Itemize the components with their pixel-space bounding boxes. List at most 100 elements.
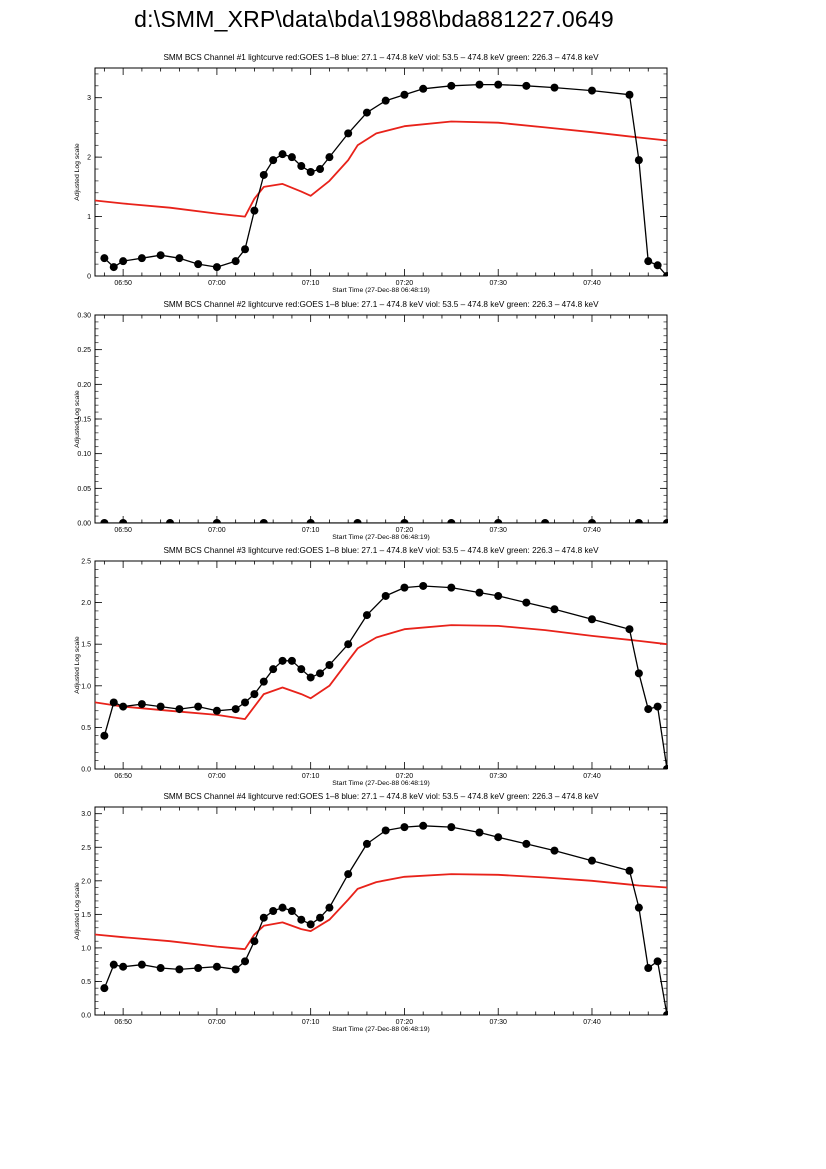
bcs-data-point xyxy=(325,903,334,912)
bcs-data-point xyxy=(231,705,240,714)
bcs-series-line xyxy=(103,83,668,276)
bcs-data-point xyxy=(306,168,315,176)
y-tick-label: 1 xyxy=(87,214,91,221)
channel-4-lightcurve-chart: SMM BCS Channel #4 lightcurve red:GOES 1… xyxy=(74,792,668,1033)
x-tick-label: 06:50 xyxy=(114,773,132,780)
x-tick-label: 06:50 xyxy=(114,280,132,287)
bcs-data-point xyxy=(278,656,287,665)
bcs-data-point xyxy=(212,962,221,971)
channel-1-lightcurve-chart: SMM BCS Channel #1 lightcurve red:GOES 1… xyxy=(74,53,668,294)
y-tick-label: 0.0 xyxy=(81,1013,91,1020)
bcs-data-point xyxy=(362,108,371,117)
bcs-series-line xyxy=(103,825,668,1015)
bcs-data-point xyxy=(494,833,503,842)
bcs-data-point xyxy=(447,583,456,592)
bcs-data-point xyxy=(194,702,203,711)
x-tick-label: 07:20 xyxy=(396,527,414,534)
x-tick-label: 07:20 xyxy=(396,280,414,287)
goes-series-line xyxy=(95,624,668,721)
bcs-data-point xyxy=(522,81,531,90)
y-tick-label: 3 xyxy=(87,95,91,102)
bcs-data-point xyxy=(278,150,287,159)
x-tick-label: 07:10 xyxy=(302,527,320,534)
x-tick-label: 07:20 xyxy=(396,773,414,780)
bcs-data-point xyxy=(653,957,662,966)
y-tick-label: 0.5 xyxy=(81,725,91,732)
x-tick-label: 07:00 xyxy=(208,280,226,287)
bcs-data-point xyxy=(400,823,409,832)
y-tick-label: 0.5 xyxy=(81,979,91,986)
bcs-data-point xyxy=(287,656,296,665)
bcs-data-point xyxy=(175,705,184,714)
chart-title: SMM BCS Channel #1 lightcurve red:GOES 1… xyxy=(163,53,599,62)
y-tick-label: 1.0 xyxy=(81,945,91,952)
bcs-data-point xyxy=(587,615,596,624)
y-tick-label: 0.20 xyxy=(77,382,91,389)
x-tick-label: 07:10 xyxy=(302,773,320,780)
bcs-data-point xyxy=(362,839,371,848)
y-tick-label: 0.10 xyxy=(77,451,91,458)
bcs-data-point xyxy=(344,640,353,649)
x-tick-label: 07:40 xyxy=(583,280,601,287)
bcs-data-point xyxy=(663,765,668,769)
bcs-data-point xyxy=(475,80,484,89)
bcs-data-point xyxy=(287,907,296,915)
bcs-data-point xyxy=(353,519,362,523)
bcs-data-point xyxy=(550,83,559,92)
bcs-data-point xyxy=(663,1011,668,1015)
plot-frame xyxy=(94,314,668,524)
x-tick-label: 07:00 xyxy=(208,773,226,780)
page-title: d:\SMM_XRP\data\bda\1988\bda881227.0649 xyxy=(134,6,614,32)
bcs-data-point xyxy=(541,519,550,523)
x-tick-label: 07:40 xyxy=(583,527,601,534)
bcs-data-point xyxy=(137,254,146,263)
y-tick-label: 2.0 xyxy=(81,600,91,607)
bcs-data-point xyxy=(259,170,268,179)
y-tick-label: 0.30 xyxy=(77,313,91,320)
bcs-data-point xyxy=(269,665,278,674)
y-tick-label: 0.0 xyxy=(81,767,91,774)
bcs-data-point xyxy=(316,165,325,174)
y-axis-label: Adjusted Log scale xyxy=(74,143,81,201)
bcs-data-point xyxy=(625,625,634,634)
bcs-data-point xyxy=(494,80,503,89)
chart-title: SMM BCS Channel #3 lightcurve red:GOES 1… xyxy=(163,546,599,555)
bcs-data-point xyxy=(400,583,409,592)
bcs-data-point xyxy=(119,519,128,523)
bcs-data-point xyxy=(644,964,653,973)
x-tick-label: 07:00 xyxy=(208,527,226,534)
goes-series-line xyxy=(95,120,668,218)
bcs-data-point xyxy=(137,960,146,969)
bcs-data-point xyxy=(494,591,503,600)
bcs-data-point xyxy=(231,965,240,974)
bcs-data-point xyxy=(306,673,315,682)
bcs-data-point xyxy=(634,669,643,678)
bcs-data-point xyxy=(625,90,634,99)
y-tick-label: 2.5 xyxy=(81,845,91,852)
goes-series-line xyxy=(95,873,668,951)
y-tick-label: 2.0 xyxy=(81,878,91,885)
bcs-data-point xyxy=(587,856,596,865)
y-axis-label: Adjusted Log scale xyxy=(74,390,81,448)
chart-title: SMM BCS Channel #2 lightcurve red:GOES 1… xyxy=(163,300,599,309)
bcs-data-point xyxy=(109,698,118,707)
x-tick-label: 06:50 xyxy=(114,1019,132,1026)
bcs-data-point xyxy=(653,261,662,270)
y-tick-label: 0.25 xyxy=(77,347,91,354)
bcs-data-point xyxy=(494,519,503,523)
y-tick-label: 1.5 xyxy=(81,912,91,919)
bcs-data-point xyxy=(644,257,653,266)
bcs-data-point xyxy=(119,702,128,711)
bcs-data-point xyxy=(522,598,531,607)
bcs-data-point xyxy=(634,903,643,912)
bcs-data-point xyxy=(447,519,456,523)
bcs-data-point xyxy=(587,519,596,523)
bcs-data-point xyxy=(381,96,390,105)
bcs-data-point xyxy=(306,519,315,523)
plot-area xyxy=(100,519,668,523)
x-tick-label: 07:10 xyxy=(302,280,320,287)
chart-title: SMM BCS Channel #4 lightcurve red:GOES 1… xyxy=(163,792,599,801)
bcs-data-point xyxy=(137,700,146,709)
y-tick-label: 0 xyxy=(87,274,91,281)
bcs-data-point xyxy=(550,605,559,614)
